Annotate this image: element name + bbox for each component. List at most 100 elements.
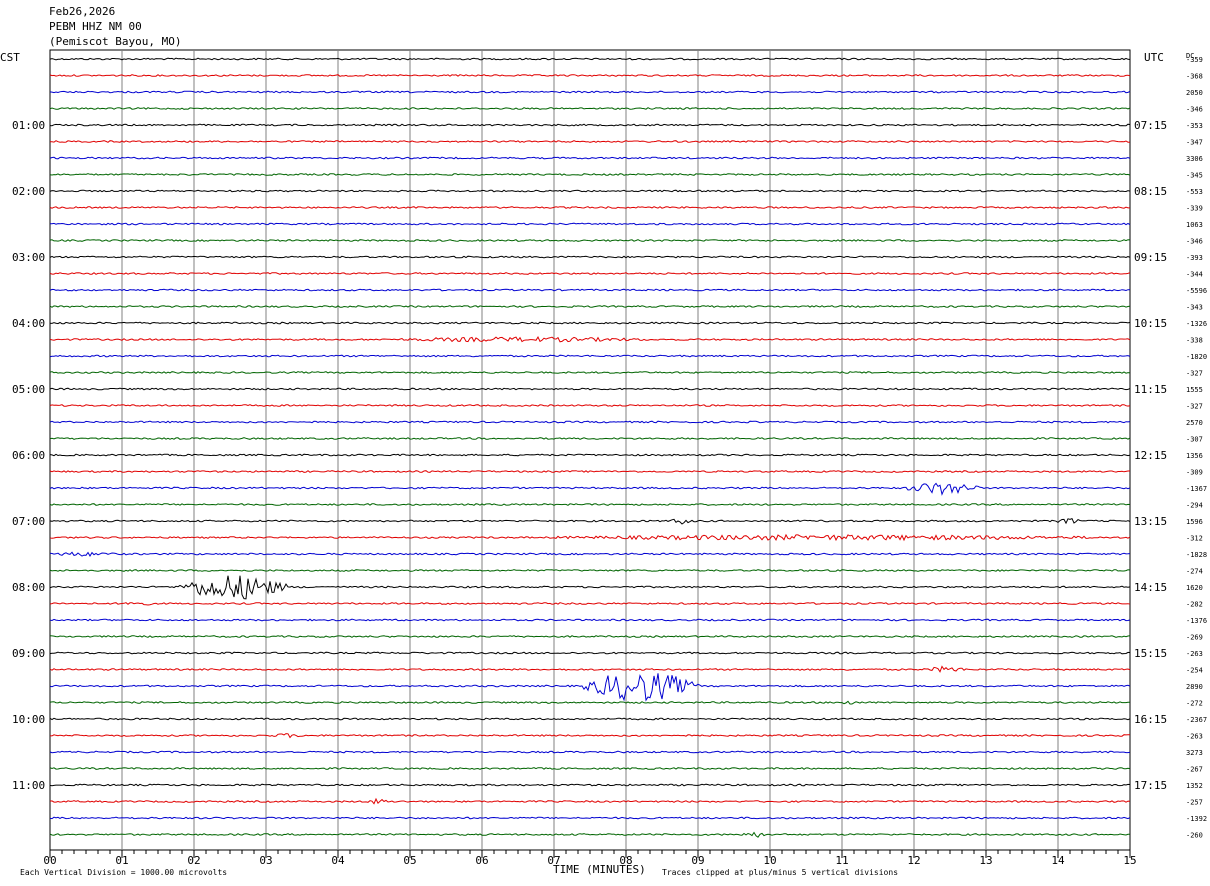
dc-offset-label: -1367 <box>1186 485 1207 493</box>
dc-offset-label: -1828 <box>1186 551 1207 559</box>
trace-line <box>49 189 1131 193</box>
trace-line <box>49 816 1131 820</box>
trace-line <box>49 305 1131 308</box>
trace-line <box>49 404 1131 407</box>
dc-offset-label: 1356 <box>1186 452 1203 460</box>
x-tick-label: 13 <box>979 854 992 867</box>
dc-offset-label: 3306 <box>1186 155 1203 163</box>
trace-line <box>49 321 1131 325</box>
x-tick-label: 11 <box>835 854 848 867</box>
trace-line <box>49 239 1131 242</box>
trace-line <box>49 387 1131 391</box>
x-tick-label: 00 <box>43 854 56 867</box>
trace-line <box>49 336 1131 343</box>
x-tick-label: 01 <box>115 854 128 867</box>
trace-line <box>49 206 1130 209</box>
utc-time-label: 09:15 <box>1134 251 1167 264</box>
dc-header-label: DC <box>1186 52 1194 60</box>
trace-line <box>49 123 1131 127</box>
dc-offset-label: -2367 <box>1186 716 1207 724</box>
utc-time-label: 08:15 <box>1134 185 1167 198</box>
dc-offset-label: -1376 <box>1186 617 1207 625</box>
dc-offset-label: -327 <box>1186 403 1203 411</box>
trace-line <box>49 517 1131 525</box>
trace-line <box>49 173 1131 176</box>
trace-line <box>49 57 1131 61</box>
trace-line <box>49 420 1131 424</box>
trace-line <box>49 503 1131 506</box>
footer-clip-note: Traces clipped at plus/minus 5 vertical … <box>662 868 898 877</box>
dc-offset-label: -339 <box>1186 205 1203 213</box>
cst-time-label: 04:00 <box>12 317 45 330</box>
cst-time-label: 02:00 <box>12 185 45 198</box>
utc-time-label: 15:15 <box>1134 647 1167 660</box>
dc-offset-label: -267 <box>1186 766 1203 774</box>
left-timezone-label: CST <box>0 51 20 64</box>
trace-line <box>49 569 1131 572</box>
trace-line <box>49 750 1131 754</box>
dc-offset-label: -282 <box>1186 601 1203 609</box>
minute-axis: 00 01 02 03 04 05 06 07 08 09 10 11 12 13 14 15 <box>43 850 1137 867</box>
dc-offset-label: -269 <box>1186 634 1203 642</box>
header-block: Feb26,2026 PEBM HHZ NM 00 (Pemiscot Bayo… <box>49 4 181 49</box>
trace-line <box>49 354 1131 358</box>
station-label: PEBM HHZ NM 00 <box>49 20 142 33</box>
dc-offset-label: -346 <box>1186 106 1203 114</box>
date-label: Feb26,2026 <box>49 5 116 18</box>
trace-line <box>49 602 1131 606</box>
trace-line <box>49 272 1131 275</box>
time-labels: -359 -368 2050 -346 -353 -347 3306 -345 -553 -339… <box>12 56 1207 840</box>
dc-offset-label: -346 <box>1186 238 1203 246</box>
dc-offset-label: -5596 <box>1186 287 1207 295</box>
x-axis-label: TIME (MINUTES) <box>553 863 646 876</box>
dc-offset-label: -307 <box>1186 436 1203 444</box>
dc-offset-label: -393 <box>1186 254 1203 262</box>
cst-time-label: 10:00 <box>12 713 45 726</box>
trace-line <box>49 371 1131 374</box>
dc-offset-label: -1820 <box>1186 353 1207 361</box>
trace-line <box>49 618 1131 622</box>
utc-time-label: 13:15 <box>1134 515 1167 528</box>
dc-offset-label: 2890 <box>1186 683 1203 691</box>
x-tick-label: 12 <box>907 854 920 867</box>
cst-time-label: 01:00 <box>12 119 45 132</box>
dc-offset-label: -294 <box>1186 502 1203 510</box>
x-tick-label: 07 <box>547 854 560 867</box>
dc-offset-label: -553 <box>1186 188 1203 196</box>
seismic-traces <box>49 57 1131 838</box>
cst-time-label: 05:00 <box>12 383 45 396</box>
dc-offset-label: 1555 <box>1186 386 1203 394</box>
x-tick-label: 06 <box>475 854 488 867</box>
dc-offset-label: 2570 <box>1186 419 1203 427</box>
dc-offset-label: 1352 <box>1186 782 1203 790</box>
utc-time-label: 17:15 <box>1134 779 1167 792</box>
cst-time-label: 07:00 <box>12 515 45 528</box>
trace-line <box>49 533 1131 542</box>
trace-line <box>49 575 1131 600</box>
dc-offset-label: -368 <box>1186 73 1203 81</box>
cst-time-label: 08:00 <box>12 581 45 594</box>
cst-time-label: 09:00 <box>12 647 45 660</box>
x-tick-label: 10 <box>763 854 776 867</box>
dc-offset-label: -338 <box>1186 337 1203 345</box>
trace-line <box>49 733 1130 739</box>
dc-offset-label: -274 <box>1186 568 1203 576</box>
x-tick-label: 03 <box>259 854 272 867</box>
trace-line <box>49 673 1131 702</box>
trace-line <box>49 453 1131 457</box>
utc-time-label: 07:15 <box>1134 119 1167 132</box>
utc-time-label: 10:15 <box>1134 317 1167 330</box>
trace-line <box>49 156 1131 160</box>
dc-offset-label: -359 <box>1186 56 1203 64</box>
trace-line <box>49 700 1130 705</box>
dc-offset-label: 2050 <box>1186 89 1203 97</box>
footer-scale-note: Each Vertical Division = 1000.00 microvo… <box>20 868 227 877</box>
trace-line <box>49 107 1131 110</box>
x-tick-label: 09 <box>691 854 704 867</box>
trace-line <box>49 831 1131 838</box>
trace-line <box>49 74 1131 77</box>
dc-offset-label: -312 <box>1186 535 1203 543</box>
time-gridlines <box>49 49 1131 851</box>
x-tick-label: 02 <box>187 854 200 867</box>
